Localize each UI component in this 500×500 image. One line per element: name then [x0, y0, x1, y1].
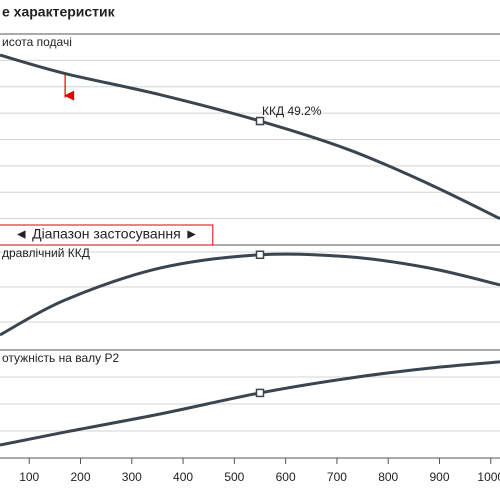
panel-frame: [0, 349, 500, 459]
x-tick-label: 900: [429, 470, 449, 484]
panel-label: отужність на валу P2: [2, 351, 119, 365]
range-box: [0, 224, 214, 246]
operating-arrow: [64, 90, 75, 101]
duty-point: [255, 116, 265, 126]
x-tick-label: 500: [224, 470, 244, 484]
x-tick-label: 700: [327, 470, 347, 484]
curve: [0, 360, 500, 447]
duty-point: [255, 388, 265, 398]
chart-title: е характеристик: [2, 4, 116, 20]
x-tick-label: 300: [122, 470, 142, 484]
x-tick-label: 400: [173, 470, 193, 484]
x-tick-label: 200: [70, 470, 90, 484]
x-tick-label: 600: [276, 470, 296, 484]
range-label: ◄ Діапазон застосування ►: [14, 226, 198, 242]
panel-label: дравлічний ККД: [2, 246, 90, 260]
curve: [0, 53, 500, 220]
x-tick-label: 800: [378, 470, 398, 484]
annotation: ККД 49.2%: [262, 104, 322, 118]
duty-point: [255, 250, 265, 260]
panel-label: исота подачі: [2, 35, 72, 49]
x-tick-label: 1000: [477, 470, 500, 484]
curve: [0, 252, 500, 337]
x-tick-label: 100: [19, 470, 39, 484]
